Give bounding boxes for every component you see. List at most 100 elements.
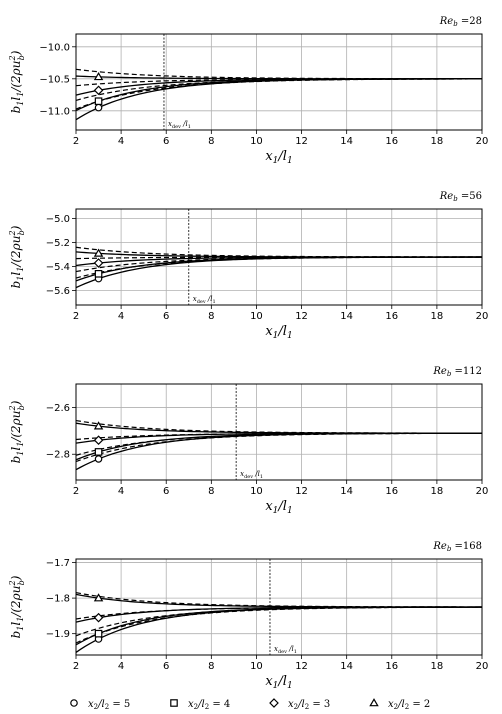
series-marker-diamond [93, 435, 104, 446]
series-marker-triangle [93, 421, 104, 430]
y-tick-label: −2.6 [46, 403, 70, 414]
chart-panel: xdev /l1 2 4 6 8 10 12 14 16 18 20 −10.0 −10.5 −11.0 R… [8, 16, 488, 166]
legend-label: x2/l2 = 4 [188, 699, 230, 711]
x-axis-label: x1/l1 [265, 499, 292, 516]
legend-marker-circle [70, 699, 78, 707]
plot-frame [75, 208, 483, 306]
x-tick-label: 12 [295, 486, 308, 497]
legend-marker-diamond [269, 698, 279, 708]
series-marker-diamond [93, 258, 104, 268]
reynolds-label: Reb =28 [439, 16, 482, 28]
x-tick-label: 2 [73, 661, 79, 672]
series-line-solid [75, 593, 482, 608]
x-tick-label: 6 [163, 486, 169, 497]
y-tick-label: −1.7 [46, 558, 70, 569]
x-tick-label: 12 [295, 136, 308, 147]
y-axis-label: b1l1/(2ρu2b) [8, 50, 26, 113]
y-tick-label: −1.9 [46, 629, 70, 640]
x-tick-label: 4 [118, 311, 124, 322]
y-tick-label: −11.0 [39, 106, 70, 117]
x-tick-label: 10 [250, 136, 263, 147]
series-line-dashed [75, 432, 482, 441]
series-line-dashed [75, 78, 483, 110]
series-line-solid [75, 432, 482, 471]
xdev-label: xdev /l1 [193, 295, 216, 305]
legend-marker-triangle [369, 698, 379, 707]
series-line-dashed [75, 592, 482, 608]
legend-marker-square [170, 699, 178, 707]
series-line-dashed [75, 419, 482, 434]
series-marker-square [94, 97, 103, 106]
series-marker-triangle [93, 71, 104, 81]
y-tick-label: −10.0 [39, 42, 70, 53]
legend-label: x2/l2 = 3 [288, 699, 330, 711]
x-tick-label: 14 [340, 661, 353, 672]
series-marker-square [94, 448, 103, 456]
y-axis-label: b1l1/(2ρu2b) [8, 400, 26, 463]
series-line-dashed [75, 78, 482, 101]
x-tick-label: 14 [340, 486, 353, 497]
series-marker-square [94, 629, 103, 638]
x-tick-label: 2 [73, 311, 79, 322]
y-tick-label: −5.2 [46, 238, 70, 249]
x-tick-label: 4 [118, 486, 124, 497]
legend: x2/l2 = 5 x2/l2 = 4 x2/l2 = 3 x2/l2 = 2 [70, 698, 430, 711]
x-tick-label: 18 [431, 661, 444, 672]
plot-frame [75, 558, 483, 656]
x-axis-label: x1/l1 [265, 324, 292, 341]
series-line-dashed [75, 246, 483, 258]
x-axis-label: x1/l1 [265, 149, 292, 166]
series-line-dashed [75, 68, 483, 80]
chart-panel: xdev /l1 2 4 6 8 10 12 14 16 18 20 −5.0 −5.2 −5.4 −5.6… [8, 191, 488, 341]
series-marker-circle [94, 103, 103, 112]
plot-frame [75, 33, 483, 131]
x-tick-label: 20 [476, 661, 489, 672]
y-tick-label: −1.8 [46, 594, 70, 605]
chart-panel: xdev /l1 2 4 6 8 10 12 14 16 18 20 −1.7 −1.8 −1.9 Reb … [8, 541, 488, 691]
series-marker-diamond [93, 612, 104, 623]
x-tick-label: 14 [340, 311, 353, 322]
series-marker-diamond [93, 85, 104, 96]
x-tick-label: 2 [73, 136, 79, 147]
chart-panel: xdev /l1 2 4 6 8 10 12 14 16 18 20 −2.6 −2.8 Reb =112… [8, 366, 488, 516]
x-tick-label: 2 [73, 486, 79, 497]
x-tick-label: 14 [340, 136, 353, 147]
y-tick-label: −5.0 [46, 214, 70, 225]
xdev-label: xdev /l1 [168, 120, 191, 130]
x-tick-label: 12 [295, 311, 308, 322]
reynolds-label: Reb =56 [439, 191, 482, 203]
x-tick-label: 18 [431, 311, 444, 322]
plot-frame [75, 383, 483, 481]
x-tick-label: 6 [163, 661, 169, 672]
x-tick-label: 16 [385, 136, 398, 147]
series-line-solid [75, 422, 482, 434]
x-tick-label: 16 [385, 486, 398, 497]
x-tick-label: 8 [208, 136, 214, 147]
x-tick-label: 18 [431, 136, 444, 147]
x-tick-label: 12 [295, 661, 308, 672]
xdev-label: xdev /l1 [240, 470, 263, 480]
x-tick-label: 10 [250, 486, 263, 497]
y-tick-label: −2.8 [46, 450, 70, 461]
series-marker-circle [94, 455, 103, 463]
series-marker-triangle [93, 248, 104, 257]
y-tick-label: −5.6 [46, 286, 70, 297]
x-tick-label: 18 [431, 486, 444, 497]
y-tick-label: −5.4 [46, 262, 70, 273]
legend-label: x2/l2 = 5 [88, 699, 130, 711]
reynolds-label: Reb =112 [432, 366, 482, 378]
x-tick-label: 6 [163, 311, 169, 322]
x-tick-label: 16 [385, 311, 398, 322]
series-marker-square [94, 270, 103, 278]
x-tick-label: 16 [385, 661, 398, 672]
x-tick-label: 6 [163, 136, 169, 147]
y-axis-label: b1l1/(2ρu2b) [8, 225, 26, 288]
x-tick-label: 8 [208, 311, 214, 322]
x-tick-label: 10 [250, 661, 263, 672]
series-marker-triangle [93, 593, 104, 602]
x-tick-label: 20 [476, 311, 489, 322]
y-axis-label: b1l1/(2ρu2b) [8, 575, 26, 638]
xdev-label: xdev /l1 [274, 645, 297, 655]
series-line-solid [75, 606, 483, 653]
